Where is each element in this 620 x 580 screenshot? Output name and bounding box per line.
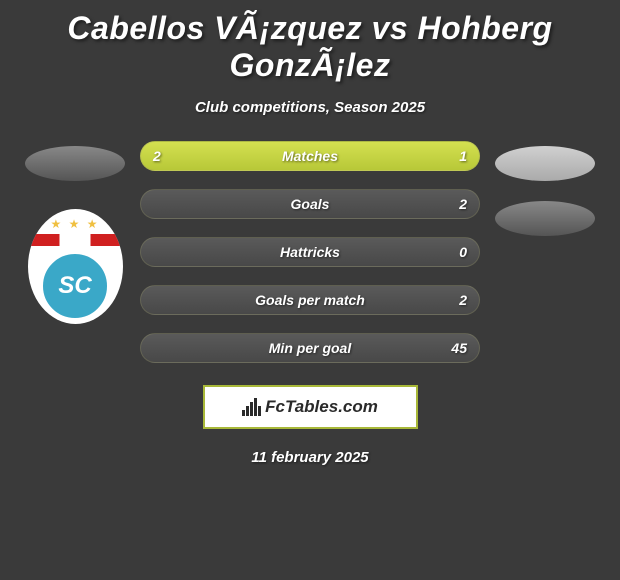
fctables-text: FcTables.com xyxy=(265,397,378,417)
stat-right-value: 2 xyxy=(459,292,467,308)
stat-label: Matches xyxy=(282,148,338,164)
stats-area: ★ ★ ★ SC 2 Matches 1 Goals 2 xyxy=(0,141,620,363)
player-badge-left xyxy=(25,146,125,181)
player-badge-right xyxy=(495,146,595,181)
stat-label: Hattricks xyxy=(280,244,340,260)
club-badge-left: ★ ★ ★ SC xyxy=(25,201,125,331)
stat-right-value: 0 xyxy=(459,244,467,260)
icon-bar xyxy=(242,410,245,416)
stat-label: Goals xyxy=(291,196,330,212)
stat-right-value: 2 xyxy=(459,196,467,212)
page-title: Cabellos VÃ¡zquez vs Hohberg GonzÃ¡lez xyxy=(0,10,620,84)
date-text: 11 february 2025 xyxy=(251,449,368,466)
stat-label: Min per goal xyxy=(269,340,351,356)
subtitle: Club competitions, Season 2025 xyxy=(0,99,620,116)
club-stripe xyxy=(28,234,123,246)
stat-right-value: 45 xyxy=(451,340,467,356)
club-circle: ★ ★ ★ SC xyxy=(28,209,123,324)
icon-bar xyxy=(254,398,257,416)
icon-bar xyxy=(250,402,253,416)
club-badge-right xyxy=(495,201,595,236)
main-container: Cabellos VÃ¡zquez vs Hohberg GonzÃ¡lez C… xyxy=(0,0,620,580)
stat-right-value: 1 xyxy=(459,148,467,164)
fctables-chart-icon xyxy=(242,398,261,416)
stat-left-value: 2 xyxy=(153,148,161,164)
stat-bar-hattricks: Hattricks 0 xyxy=(140,237,480,267)
club-stars: ★ ★ ★ xyxy=(51,217,100,231)
left-badges: ★ ★ ★ SC xyxy=(25,141,125,331)
club-sc-text: SC xyxy=(58,272,91,300)
stat-bar-goals-per-match: Goals per match 2 xyxy=(140,285,480,315)
club-inner-circle: SC xyxy=(40,251,110,321)
fctables-logo[interactable]: FcTables.com xyxy=(203,385,418,429)
stat-label: Goals per match xyxy=(255,292,365,308)
stat-bars: 2 Matches 1 Goals 2 Hattricks 0 Goals pe… xyxy=(140,141,480,363)
right-badges xyxy=(495,141,595,236)
footer: FcTables.com 11 february 2025 xyxy=(0,385,620,466)
stat-bar-goals: Goals 2 xyxy=(140,189,480,219)
icon-bar xyxy=(246,406,249,416)
stat-bar-matches: 2 Matches 1 xyxy=(140,141,480,171)
stat-bar-min-per-goal: Min per goal 45 xyxy=(140,333,480,363)
icon-bar xyxy=(258,406,261,416)
